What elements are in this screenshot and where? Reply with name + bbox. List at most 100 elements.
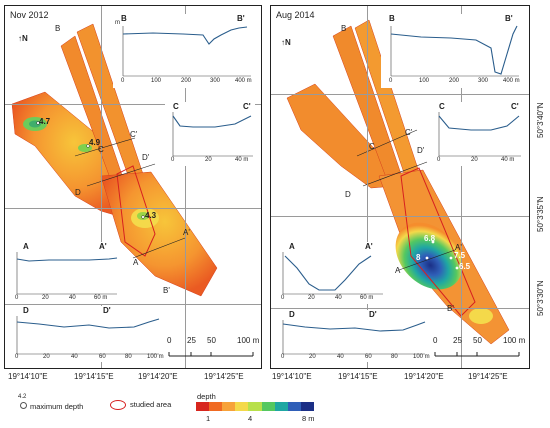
x-tick-label: 0 [437,157,441,163]
depth-legend-title: depth [197,392,216,401]
latitude-label: 50°3'40"N [536,102,545,138]
x-tick-label: 100 [419,78,430,84]
scale-bar [168,352,254,357]
studied-area-legend-label: studied area [130,400,172,409]
max-depth-label: 8 [416,253,421,262]
profile-a-inset: A A' 0 20 40 60 m [9,242,119,304]
x-tick-label: 0 [389,78,393,84]
max-depth-marker [36,121,40,125]
bathymetry-map-2012 [11,23,218,297]
grid-line-vertical [461,6,462,368]
profile-line [282,321,426,332]
longitude-label: 19°14'20"E [404,372,444,381]
max-depth-marker [425,256,429,260]
x-tick-label: 20 [308,295,315,301]
area-label: C' [405,128,413,137]
map-panel-aug-2014: Aug 2014 ↑N B C C' D D' A A' B' 6.8 7.5 … [270,5,530,369]
x-tick-label: 40 [337,354,344,360]
longitude-label: 19°14'25"E [468,372,508,381]
profile-line [438,115,520,131]
studied-area-outline [400,167,476,317]
max-depth-marker [455,266,459,270]
area-label: B [341,24,347,33]
max-depth-marker [449,256,453,260]
scale-label: 50 [207,336,216,345]
depth-color-swatch [222,402,236,411]
depth-color-swatch [274,402,288,411]
profile-line [284,255,372,291]
profile-end-label: A' [99,242,107,251]
x-tick-label: 60 [365,354,372,360]
x-tick-label: 300 [210,78,221,84]
x-tick-label: 60 m [360,295,374,301]
max-depth-marker [141,215,145,219]
scale-label: 50 [473,336,482,345]
x-tick-label: 0 [121,78,125,84]
x-tick-label: 0 [281,354,285,360]
grid-line-vertical [185,6,186,368]
x-tick-label: 300 [478,78,489,84]
profile-end-label: D' [103,306,111,315]
y-axis-unit: m [115,20,120,26]
longitude-label: 19°14'20"E [138,372,178,381]
profile-b-chart [390,25,519,77]
x-tick-label: 100 [151,78,162,84]
grid-line-vertical [101,6,102,368]
latitude-label: 50°3'30"N [536,280,545,316]
profile-line [122,26,248,45]
section-line-d [362,161,428,187]
depth-color-swatch [209,402,223,411]
profile-c-chart [172,112,253,157]
profile-end-label: D' [369,310,377,319]
profile-start-label: D [23,306,29,315]
section-line-a [132,237,186,259]
studied-area-outline [116,165,156,257]
x-tick-label: 400 m [503,78,520,84]
depth-color-swatch [196,402,210,411]
profile-line [390,25,518,75]
grid-line-vertical [367,6,368,368]
profile-b-inset: B B' m 0 100 200 300 400 m [113,14,253,88]
x-tick-label: 100 m [413,354,430,360]
depth-color-swatch [261,402,275,411]
longitude-label: 19°14'25"E [204,372,244,381]
grid-line-horizontal [5,104,261,105]
profile-end-label: C' [511,102,519,111]
x-tick-label: 80 [125,354,132,360]
x-tick-label: 0 [281,295,285,301]
max-depth-label: 4.3 [145,211,157,220]
max-depth-label: 7.5 [454,251,466,260]
profile-start-label: D [289,310,295,319]
profile-end-label: B' [505,14,513,23]
x-tick-label: 60 [99,354,106,360]
x-tick-label: 60 m [94,295,108,301]
profile-d-chart [16,316,160,355]
profile-c-chart [438,112,521,157]
max-depth-label: 4.9 [89,138,101,147]
x-tick-label: 20 [43,354,50,360]
area-label: B' [163,286,170,295]
x-tick-label: 0 [15,354,19,360]
profile-d-inset: D D' 0 20 40 60 80 100 m [275,310,431,362]
river-channel-main [100,171,218,297]
area-label: A' [183,228,190,237]
area-label: D' [417,146,425,155]
grid-line-horizontal [271,308,529,309]
depth-zone-deep [395,222,463,290]
north-arrow-icon: ↑N [281,38,291,47]
x-tick-label: 0 [15,295,19,301]
profile-line [16,318,160,329]
profile-a-chart [282,252,383,295]
x-tick-label: 400 m [235,78,252,84]
area-label: D [75,188,81,197]
studied-area-icon [110,400,126,410]
area-label: C [369,142,375,151]
longitude-label: 19°14'10"E [272,372,312,381]
x-tick-label: 20 [42,295,49,301]
legend: 4.2 maximum depth studied area depth 1 4… [4,392,544,426]
grid-line-horizontal [5,304,261,305]
x-tick-label: 100 m [147,354,164,360]
x-tick-label: 0 [171,157,175,163]
profile-c-inset: C C' 0 20 40 m [431,102,523,166]
x-tick-label: 20 [309,354,316,360]
